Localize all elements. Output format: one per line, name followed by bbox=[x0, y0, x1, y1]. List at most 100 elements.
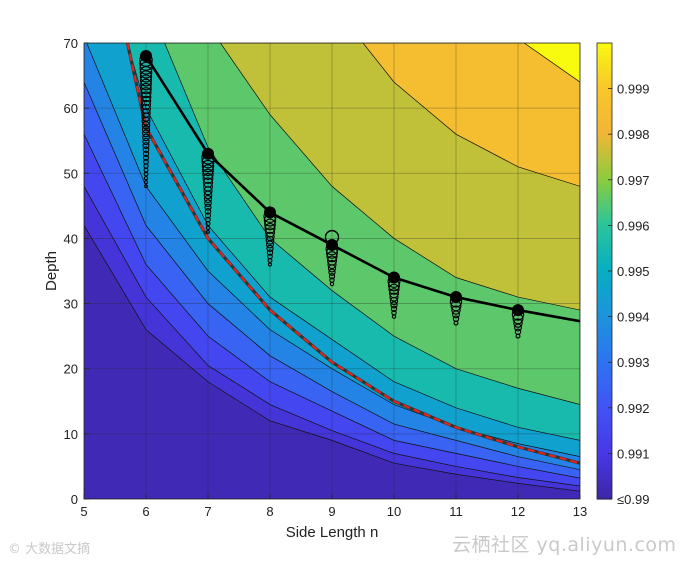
colorbar-segment bbox=[597, 210, 612, 215]
colorbar-tick-label: 0.995 bbox=[617, 264, 650, 279]
optimal-depth-point bbox=[326, 238, 338, 251]
sample-circle bbox=[143, 171, 149, 177]
sample-circle bbox=[140, 91, 152, 103]
colorbar-segment bbox=[597, 77, 612, 82]
sample-circle bbox=[140, 82, 152, 95]
sample-circle bbox=[266, 249, 274, 256]
colorbar-segment bbox=[597, 115, 612, 120]
colorbar-segment bbox=[597, 362, 612, 367]
colorbar-segment bbox=[597, 92, 612, 97]
colorbar-segment bbox=[597, 445, 612, 451]
colorbar-tick-label: 0.992 bbox=[617, 401, 650, 416]
colorbar-segment bbox=[597, 198, 612, 204]
x-tick-label: 13 bbox=[573, 504, 587, 519]
colorbar-segment bbox=[597, 487, 612, 492]
sample-circle bbox=[141, 116, 151, 126]
colorbar-segment bbox=[597, 50, 612, 55]
colorbar-segment bbox=[597, 240, 612, 245]
colorbar-segment bbox=[597, 195, 612, 200]
sample-circle bbox=[144, 184, 148, 189]
colorbar-segment bbox=[597, 176, 612, 181]
grid-lines bbox=[84, 43, 580, 499]
sample-circle bbox=[140, 74, 153, 87]
colorbar-segment bbox=[597, 138, 612, 143]
colorbar-segment bbox=[597, 221, 612, 226]
colorbar-segment bbox=[597, 491, 612, 496]
sample-circle bbox=[513, 318, 523, 328]
colorbar-segment bbox=[597, 103, 612, 109]
sample-circle bbox=[204, 212, 212, 219]
sample-circle bbox=[143, 175, 149, 181]
colorbar-segment bbox=[597, 278, 612, 283]
watermark-right: 云栖社区 yq.aliyun.com bbox=[452, 534, 677, 556]
sample-circle bbox=[266, 244, 274, 253]
colorbar-segment bbox=[597, 388, 612, 394]
colorbar: ≤0.99 0.991 0.992 0.993 0.994 0.995 0.996 0.997… bbox=[596, 42, 650, 507]
colorbar-segment bbox=[597, 331, 612, 337]
colorbar-segment bbox=[597, 358, 612, 363]
sample-circle bbox=[140, 87, 152, 99]
colorbar-segment bbox=[597, 468, 612, 473]
sample-circle bbox=[389, 296, 399, 306]
sample-circle bbox=[203, 186, 213, 196]
colorbar-segment bbox=[597, 312, 612, 318]
colorbar-segment bbox=[597, 153, 612, 158]
x-tick-label: 10 bbox=[387, 504, 401, 519]
colorbar-segment bbox=[597, 130, 612, 135]
colorbar-segment bbox=[597, 65, 612, 71]
sample-circle bbox=[388, 283, 400, 295]
colorbar-segment bbox=[597, 449, 612, 454]
x-tick-label: 6 bbox=[142, 504, 149, 519]
colorbar-segment bbox=[597, 305, 612, 310]
colorbar-tick-label: 0.991 bbox=[617, 446, 650, 461]
threshold-line bbox=[126, 43, 580, 465]
sample-circle bbox=[451, 305, 461, 315]
colorbar-segment bbox=[597, 385, 612, 390]
sample-circle bbox=[390, 301, 398, 309]
colorbar-segment bbox=[597, 328, 612, 333]
colorbar-tick-label: 0.998 bbox=[617, 127, 650, 142]
colorbar-segment bbox=[597, 244, 612, 249]
colorbar-segment bbox=[597, 160, 612, 166]
optimal-depth-point bbox=[140, 50, 152, 63]
y-axis-label: Depth bbox=[43, 251, 60, 291]
colorbar-segment bbox=[597, 293, 612, 299]
colorbar-segment bbox=[597, 271, 612, 276]
colorbar-segment bbox=[597, 423, 612, 428]
x-tick-label: 9 bbox=[328, 504, 335, 519]
colorbar-segment bbox=[597, 214, 612, 219]
colorbar-segment bbox=[597, 46, 612, 52]
sample-circle bbox=[389, 292, 399, 302]
colorbar-segment bbox=[597, 396, 612, 401]
plot-area bbox=[83, 42, 581, 500]
optimal-depth-point bbox=[202, 147, 214, 160]
y-tick-label: 10 bbox=[64, 427, 78, 442]
colorbar-segment bbox=[597, 400, 612, 405]
colorbar-segment bbox=[597, 347, 612, 352]
sample-circle bbox=[139, 61, 153, 75]
y-tick-label: 40 bbox=[64, 231, 78, 246]
sample-circle bbox=[203, 194, 213, 204]
colorbar-segment bbox=[597, 134, 612, 139]
colorbar-segment bbox=[597, 354, 612, 359]
colorbar-segment bbox=[597, 453, 612, 458]
colorbar-segment bbox=[597, 69, 612, 74]
colorbar-segment bbox=[597, 233, 612, 238]
sample-circle bbox=[139, 65, 153, 79]
colorbar-segment bbox=[597, 164, 612, 169]
colorbar-segment bbox=[597, 442, 612, 447]
colorbar-segment bbox=[597, 225, 612, 230]
colorbar-segment bbox=[597, 419, 612, 424]
colorbar-segment bbox=[597, 434, 612, 439]
sample-circle bbox=[140, 99, 152, 110]
colorbar-segment bbox=[597, 96, 612, 101]
colorbar-segment bbox=[597, 483, 612, 489]
colorbar-segment bbox=[597, 168, 612, 173]
colorbar-segment bbox=[597, 438, 612, 443]
sample-circle bbox=[264, 222, 276, 234]
colorbar-segment bbox=[597, 457, 612, 462]
sample-circle bbox=[142, 142, 150, 150]
sample-circle bbox=[266, 240, 274, 249]
colorbar-segment bbox=[597, 54, 612, 59]
colorbar-segment bbox=[597, 187, 612, 192]
